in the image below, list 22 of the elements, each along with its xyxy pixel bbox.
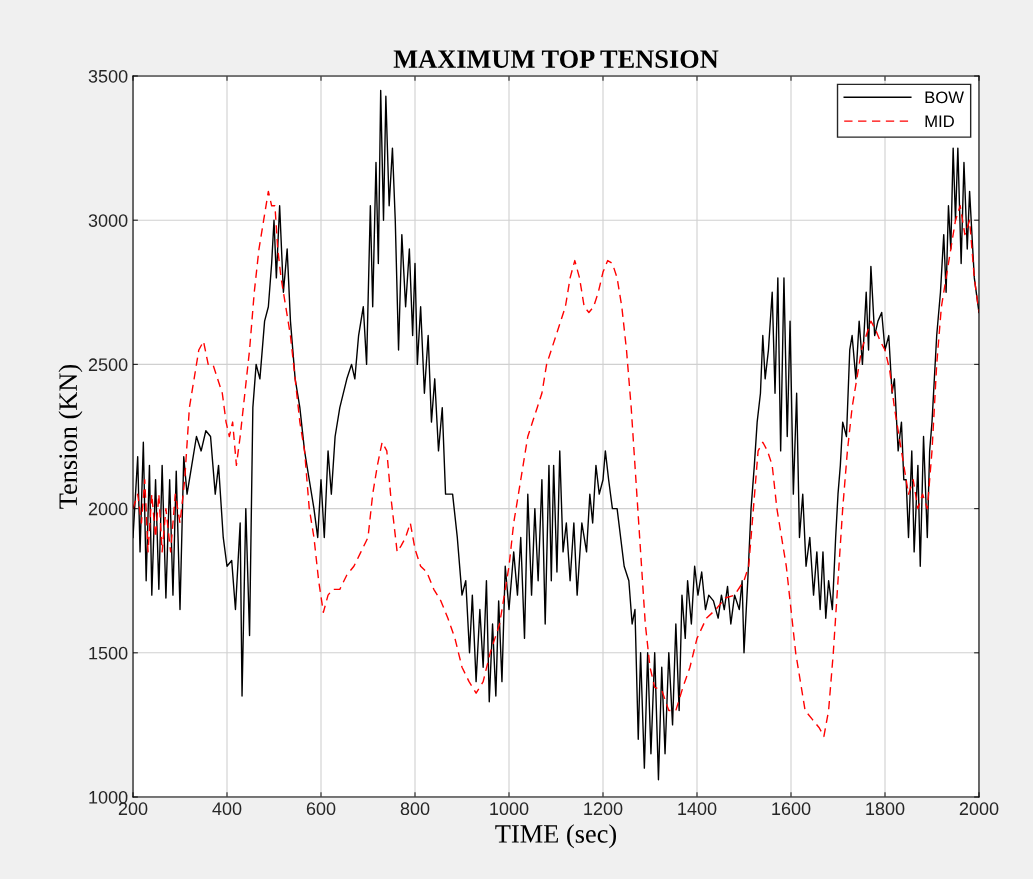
y-axis-title: Tension (KN) — [58, 364, 83, 509]
y-tick-label: 2500 — [88, 358, 128, 372]
legend-label: MID — [925, 115, 954, 127]
x-axis-title: TIME (sec) — [495, 824, 617, 849]
legend-label: BOW — [925, 91, 964, 104]
x-tick-label: 1200 — [584, 802, 623, 816]
x-tick-label: 400 — [212, 802, 242, 816]
x-tick-label: 800 — [400, 802, 430, 816]
x-tick-label: 1800 — [866, 802, 905, 816]
x-tick-label: 1600 — [772, 802, 811, 816]
y-tick-label: 2000 — [88, 502, 128, 516]
line-series — [133, 190, 979, 738]
y-tick-label: 1500 — [89, 646, 128, 660]
x-tick-label: 200 — [118, 802, 148, 816]
x-tick-label: 1400 — [678, 802, 717, 816]
y-tick-label: 3500 — [88, 69, 128, 83]
x-tick-label: 1000 — [490, 802, 529, 816]
x-tick-label: 2000 — [959, 802, 999, 816]
chart-title: MAXIMUM TOP TENSION — [393, 50, 719, 68]
x-tick-label: 600 — [306, 802, 336, 816]
y-tick-label: 1000 — [89, 790, 128, 804]
y-tick-label: 3000 — [88, 214, 128, 227]
